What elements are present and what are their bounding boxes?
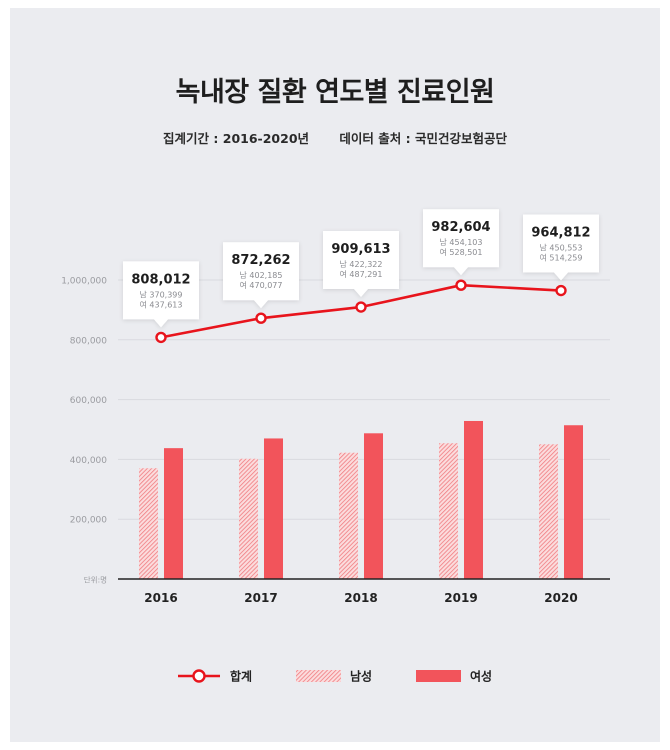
y-tick-label: 200,000 xyxy=(70,516,107,526)
male-bar xyxy=(539,444,558,579)
total-point xyxy=(455,279,467,291)
x-tick-label: 2019 xyxy=(444,591,477,605)
legend-male-swatch xyxy=(296,670,341,682)
total-line xyxy=(155,279,567,344)
callout xyxy=(423,209,499,276)
page-title: 녹내장 질환 연도별 진료인원 xyxy=(175,77,495,108)
callout-total: 808,012 xyxy=(131,272,190,287)
total-point xyxy=(255,312,267,324)
subtitle: 집계기간 : 2016-2020년 데이터 출처 : 국민건강보험공단 xyxy=(0,128,670,147)
chart-card xyxy=(10,8,660,742)
bars xyxy=(139,420,583,579)
total-point xyxy=(155,331,167,344)
callout-female: 여 437,613 xyxy=(140,299,183,309)
x-tick-label: 2018 xyxy=(344,591,377,605)
legend-female-label: 여성 xyxy=(470,669,492,684)
female-bar xyxy=(364,433,383,579)
callout-male: 남 422,322 xyxy=(340,260,383,269)
legend-total-label: 합계 xyxy=(230,669,252,684)
callout-female: 여 470,077 xyxy=(240,280,283,290)
callout-male: 남 450,553 xyxy=(540,244,583,253)
female-bar xyxy=(464,420,483,579)
y-tick-label: 1,000,000 xyxy=(61,277,107,287)
callout xyxy=(123,261,199,328)
callout-female: 여 487,291 xyxy=(340,269,383,279)
callout-total: 872,262 xyxy=(231,253,290,268)
callout-box xyxy=(223,242,299,309)
callout-female: 여 528,501 xyxy=(440,247,483,257)
legend-male-label: 남성 xyxy=(350,669,372,684)
callout-box xyxy=(323,231,399,298)
unit-label: 단위:명 xyxy=(84,575,107,585)
male-bar xyxy=(439,443,458,579)
female-bar xyxy=(164,448,183,579)
callout-male: 남 402,185 xyxy=(240,271,283,280)
y-tick-label: 800,000 xyxy=(70,336,107,346)
legend: 합계 남성 여성 xyxy=(178,669,492,684)
total-point xyxy=(355,301,367,313)
callout-box xyxy=(123,261,199,328)
female-bar xyxy=(564,425,583,579)
x-tick-label: 2017 xyxy=(244,591,277,605)
male-bar xyxy=(239,458,258,579)
x-tick-label: 2016 xyxy=(144,591,177,605)
female-bar xyxy=(264,438,283,579)
callout-total: 982,604 xyxy=(431,220,490,235)
callout-male: 남 454,103 xyxy=(440,238,483,247)
callout-box xyxy=(423,209,499,276)
callout-female: 여 514,259 xyxy=(540,253,583,263)
x-tick-label: 2020 xyxy=(544,591,577,605)
callout-male: 남 370,399 xyxy=(140,290,183,299)
male-bar xyxy=(139,468,158,579)
callout-total: 909,613 xyxy=(331,242,390,257)
legend-total-marker xyxy=(192,669,206,683)
total-point xyxy=(555,284,567,297)
male-bar xyxy=(339,452,358,579)
callout xyxy=(223,242,299,309)
callout-total: 964,812 xyxy=(531,226,590,241)
y-tick-label: 600,000 xyxy=(70,396,107,406)
axes: 200,000 400,000 600,000 800,000 1,000,000 단위:… xyxy=(61,277,610,605)
y-tick-label: 400,000 xyxy=(70,456,107,466)
legend-female-swatch xyxy=(416,670,461,682)
callout xyxy=(523,214,599,281)
period-text: 집계기간 : 2016-2020년 xyxy=(163,131,310,146)
callout-box xyxy=(523,214,599,281)
source-text: 데이터 출처 : 국민건강보험공단 xyxy=(339,131,507,146)
callout xyxy=(323,231,399,298)
